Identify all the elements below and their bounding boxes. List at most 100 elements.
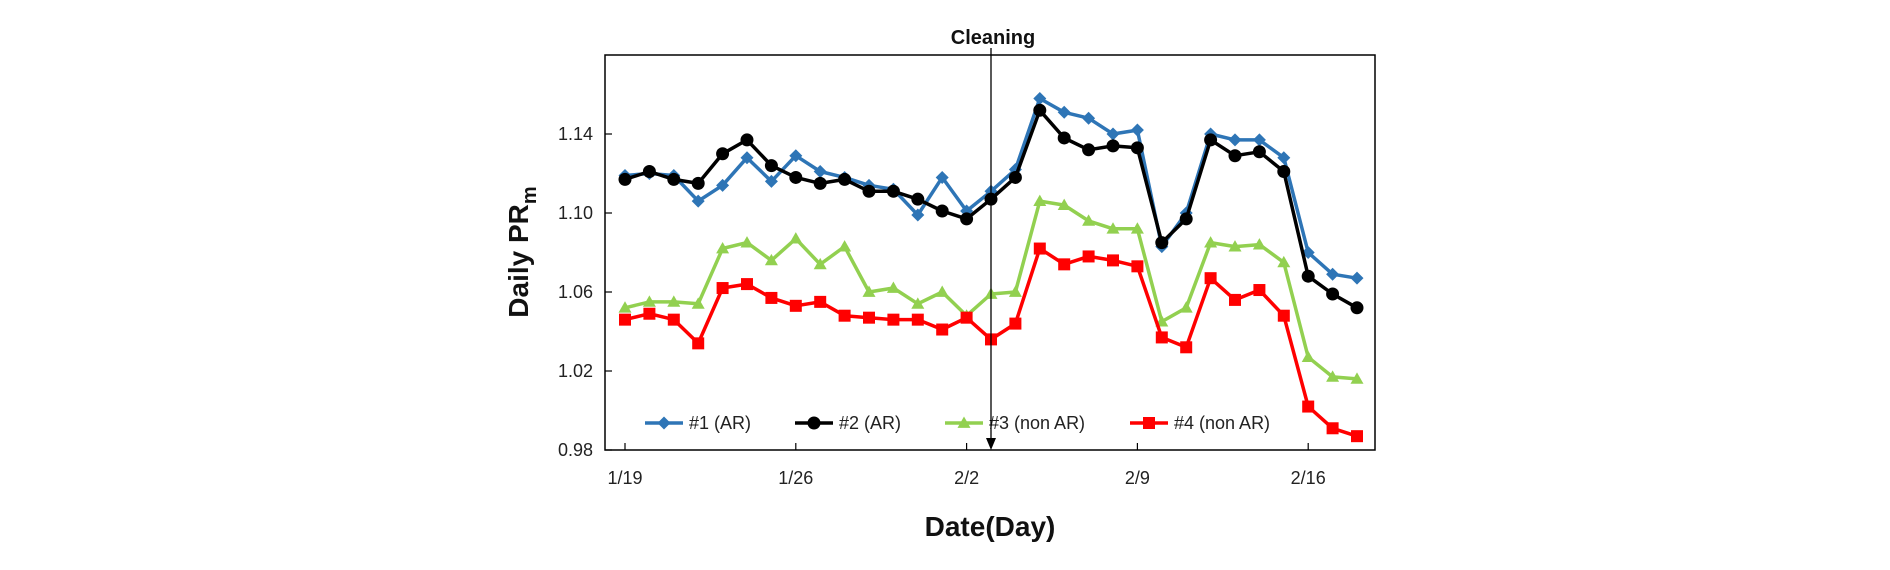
data-point: [1033, 242, 1046, 255]
data-point: [740, 236, 754, 248]
data-point: [1131, 260, 1144, 273]
legend-item: #4 (non AR): [1130, 413, 1270, 433]
data-point: [1130, 141, 1144, 155]
data-point: [692, 337, 705, 350]
data-point: [764, 159, 778, 173]
data-point: [1228, 240, 1242, 252]
data-point: [1277, 151, 1291, 165]
data-point: [741, 278, 753, 291]
x-tick-label: 1/19: [607, 468, 642, 488]
cleaning-arrow-head: [986, 438, 996, 450]
data-point: [1277, 255, 1291, 268]
legend-label: #2 (AR): [839, 413, 901, 433]
data-point: [1008, 170, 1022, 184]
data-point: [1155, 331, 1168, 344]
data-point: [838, 309, 851, 322]
data-point: [1228, 149, 1242, 163]
data-point: [642, 165, 656, 179]
data-point: [1204, 236, 1218, 248]
data-point: [911, 313, 924, 326]
y-axis-title: Daily PRm: [503, 186, 541, 317]
data-point: [691, 297, 705, 309]
data-point: [789, 232, 803, 244]
y-tick-label: 0.98: [558, 440, 593, 460]
data-point: [960, 212, 974, 226]
data-point: [657, 416, 671, 430]
cleaning-annotation: Cleaning: [951, 27, 1035, 450]
data-point: [1057, 105, 1071, 119]
data-point: [1252, 238, 1266, 250]
data-point: [886, 281, 900, 293]
series-2: [618, 103, 1364, 315]
data-point: [1301, 350, 1315, 363]
data-point: [935, 204, 949, 218]
data-point: [1106, 127, 1120, 141]
x-tick-label: 1/26: [778, 468, 813, 488]
y-axis-title-subscript: m: [519, 186, 541, 204]
data-point: [1106, 222, 1120, 234]
data-point: [667, 295, 681, 307]
data-point: [957, 416, 971, 428]
data-point: [1277, 309, 1290, 322]
data-point: [807, 416, 821, 430]
data-point: [765, 291, 778, 304]
legend-item: #1 (AR): [645, 413, 751, 433]
data-point: [1155, 236, 1169, 250]
plot-area-frame: [604, 54, 1376, 451]
data-point: [813, 257, 827, 270]
data-point: [1009, 317, 1022, 330]
data-point: [667, 172, 681, 186]
y-tick-label: 1.14: [558, 124, 593, 144]
x-axis: 1/19 1/26 2/2 2/9 2/16: [607, 443, 1326, 488]
data-point: [862, 184, 876, 198]
data-point: [618, 301, 632, 313]
data-point: [764, 253, 778, 266]
data-point: [1301, 269, 1315, 283]
data-point: [1130, 123, 1144, 137]
data-point: [1277, 165, 1291, 179]
data-point: [1229, 293, 1241, 306]
data-point: [740, 151, 754, 165]
data-point: [813, 176, 827, 190]
legend: #1 (AR) #2 (AR) #3 (non AR) #4 (non AR): [645, 413, 1270, 433]
x-axis-title: Date(Day): [925, 511, 1056, 542]
data-point: [1033, 194, 1047, 207]
data-point: [1106, 139, 1120, 153]
data-point: [1253, 284, 1266, 297]
data-point: [1350, 271, 1364, 285]
data-point: [886, 184, 900, 198]
data-point: [1082, 250, 1095, 263]
x-tick-label: 2/16: [1291, 468, 1326, 488]
data-point: [838, 172, 852, 186]
legend-label: #3 (non AR): [989, 413, 1085, 433]
data-point: [667, 313, 680, 326]
legend-label: #1 (AR): [689, 413, 751, 433]
x-tick-label: 2/2: [954, 468, 979, 488]
data-point: [1082, 111, 1096, 125]
data-point: [1228, 133, 1242, 147]
data-point: [936, 323, 949, 336]
data-point: [1326, 370, 1340, 382]
data-point: [1033, 91, 1047, 105]
data-point: [1302, 400, 1315, 413]
data-point: [789, 170, 803, 184]
data-point: [1057, 131, 1071, 145]
data-point: [1350, 301, 1364, 315]
data-point: [789, 149, 803, 163]
data-point: [1058, 258, 1071, 271]
data-point: [1326, 422, 1339, 435]
data-point: [643, 307, 656, 320]
data-point: [863, 311, 875, 324]
y-axis-title-main: Daily PR: [503, 204, 534, 318]
data-point: [716, 242, 730, 254]
data-point: [1351, 430, 1363, 443]
data-point: [862, 285, 876, 297]
data-point: [1179, 301, 1193, 313]
data-point: [1082, 214, 1096, 226]
legend-item: #2 (AR): [795, 413, 901, 433]
data-point: [1326, 267, 1340, 281]
data-point: [960, 311, 973, 324]
data-point: [814, 295, 827, 308]
data-point: [935, 170, 949, 184]
